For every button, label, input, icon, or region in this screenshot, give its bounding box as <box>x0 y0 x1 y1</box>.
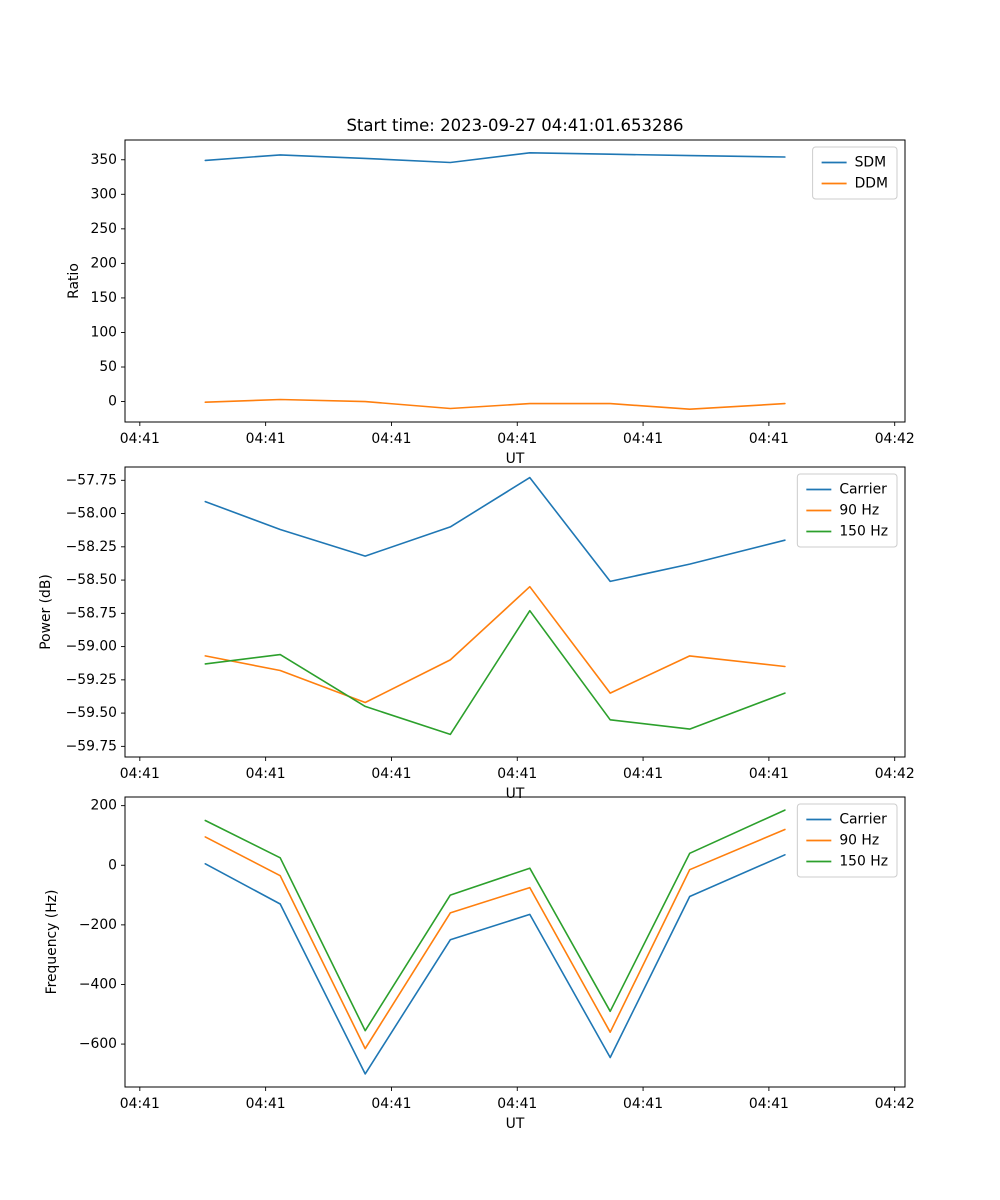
x-tick-label: 04:41 <box>497 766 537 782</box>
series-line-90-hz <box>204 828 786 1050</box>
y-axis-label: Ratio <box>66 263 82 299</box>
x-axis-label: UT <box>506 451 525 467</box>
axes-frame <box>124 796 906 1088</box>
y-tick-label: 150 <box>90 290 117 306</box>
legend-box <box>812 146 898 200</box>
x-tick-label: 04:41 <box>497 431 537 447</box>
legend: SDM DDM <box>812 146 898 200</box>
x-tick-label: 04:42 <box>875 1096 915 1112</box>
y-tick-label: −58.50 <box>66 572 117 588</box>
x-tick-label: 04:41 <box>749 1096 789 1112</box>
y-tick-label: −600 <box>79 1036 117 1052</box>
series-line-sdm <box>204 152 786 164</box>
series-line-carrier <box>204 476 786 583</box>
y-tick-label: −57.75 <box>66 472 117 488</box>
x-tick-label: 04:41 <box>749 766 789 782</box>
series-line-90-hz <box>204 585 786 704</box>
series-line-150-hz <box>204 609 786 736</box>
legend-box <box>796 473 898 548</box>
x-tick-label: 04:42 <box>875 766 915 782</box>
legend-label: SDM <box>855 155 887 171</box>
power-chart: −57.75 −58.00 −58.25 −58.50 −58.75 −59.00 −59.… <box>38 466 915 802</box>
x-tick-label: 04:41 <box>246 431 286 447</box>
x-tick-label: 04:41 <box>371 431 411 447</box>
x-tick-label: 04:41 <box>749 431 789 447</box>
y-tick-label: 200 <box>90 255 117 271</box>
y-tick-label: 300 <box>90 186 117 202</box>
legend-label: 90 Hz <box>839 503 879 519</box>
x-axis-label: UT <box>506 786 525 802</box>
x-axis-label: UT <box>506 1116 525 1132</box>
x-tick-label: 04:41 <box>371 766 411 782</box>
x-tick-label: 04:41 <box>120 1096 160 1112</box>
y-tick-label: 200 <box>90 798 117 814</box>
legend-label: 150 Hz <box>839 524 888 540</box>
x-tick-label: 04:41 <box>120 766 160 782</box>
y-tick-label: 250 <box>90 221 117 237</box>
x-tick-label: 04:41 <box>623 1096 663 1112</box>
y-tick-label: −59.75 <box>66 738 117 754</box>
y-tick-label: 0 <box>108 394 117 410</box>
series-line-ddm <box>204 398 786 411</box>
chart-title: Start time: 2023-09-27 04:41:01.653286 <box>346 116 683 135</box>
y-tick-label: −58.25 <box>66 539 117 555</box>
y-tick-label: −59.00 <box>66 639 117 655</box>
legend-label: Carrier <box>839 482 887 498</box>
y-tick-label: 100 <box>90 324 117 340</box>
y-axis-label: Power (dB) <box>38 574 54 650</box>
series-line-150-hz <box>204 809 786 1032</box>
x-tick-label: 04:42 <box>875 431 915 447</box>
x-tick-label: 04:41 <box>120 431 160 447</box>
x-tick-label: 04:41 <box>246 1096 286 1112</box>
y-tick-label: 0 <box>108 857 117 873</box>
legend-label: DDM <box>855 176 888 192</box>
x-tick-label: 04:41 <box>371 1096 411 1112</box>
y-tick-label: 50 <box>99 359 117 375</box>
legend-box <box>796 803 898 878</box>
x-tick-label: 04:41 <box>623 431 663 447</box>
y-tick-label: −59.25 <box>66 672 117 688</box>
y-tick-label: −58.75 <box>66 605 117 621</box>
legend-label: Carrier <box>839 812 887 828</box>
ratio-chart: 350 300 250 200 150 100 50 0 04:41 04:41 04:41 04:4… <box>66 116 915 467</box>
y-axis-label: Frequency (Hz) <box>44 890 60 995</box>
x-tick-label: 04:41 <box>497 1096 537 1112</box>
legend-label: 90 Hz <box>839 833 879 849</box>
x-tick-label: 04:41 <box>623 766 663 782</box>
frequency-chart: 200 0 −200 −400 −600 04:41 04:41 04:41 04:41 04:4… <box>44 796 915 1132</box>
x-tick-label: 04:41 <box>246 766 286 782</box>
axes-frame <box>124 466 906 758</box>
legend-label: 150 Hz <box>839 854 888 870</box>
axes-frame <box>124 139 906 423</box>
y-tick-label: −58.00 <box>66 506 117 522</box>
y-tick-label: −400 <box>79 976 117 992</box>
y-tick-label: −59.50 <box>66 705 117 721</box>
legend: Carrier 90 Hz 150 Hz <box>796 473 898 548</box>
y-tick-label: −200 <box>79 917 117 933</box>
series-line-carrier <box>204 853 786 1075</box>
legend: Carrier 90 Hz 150 Hz <box>796 803 898 878</box>
y-tick-label: 350 <box>90 152 117 168</box>
